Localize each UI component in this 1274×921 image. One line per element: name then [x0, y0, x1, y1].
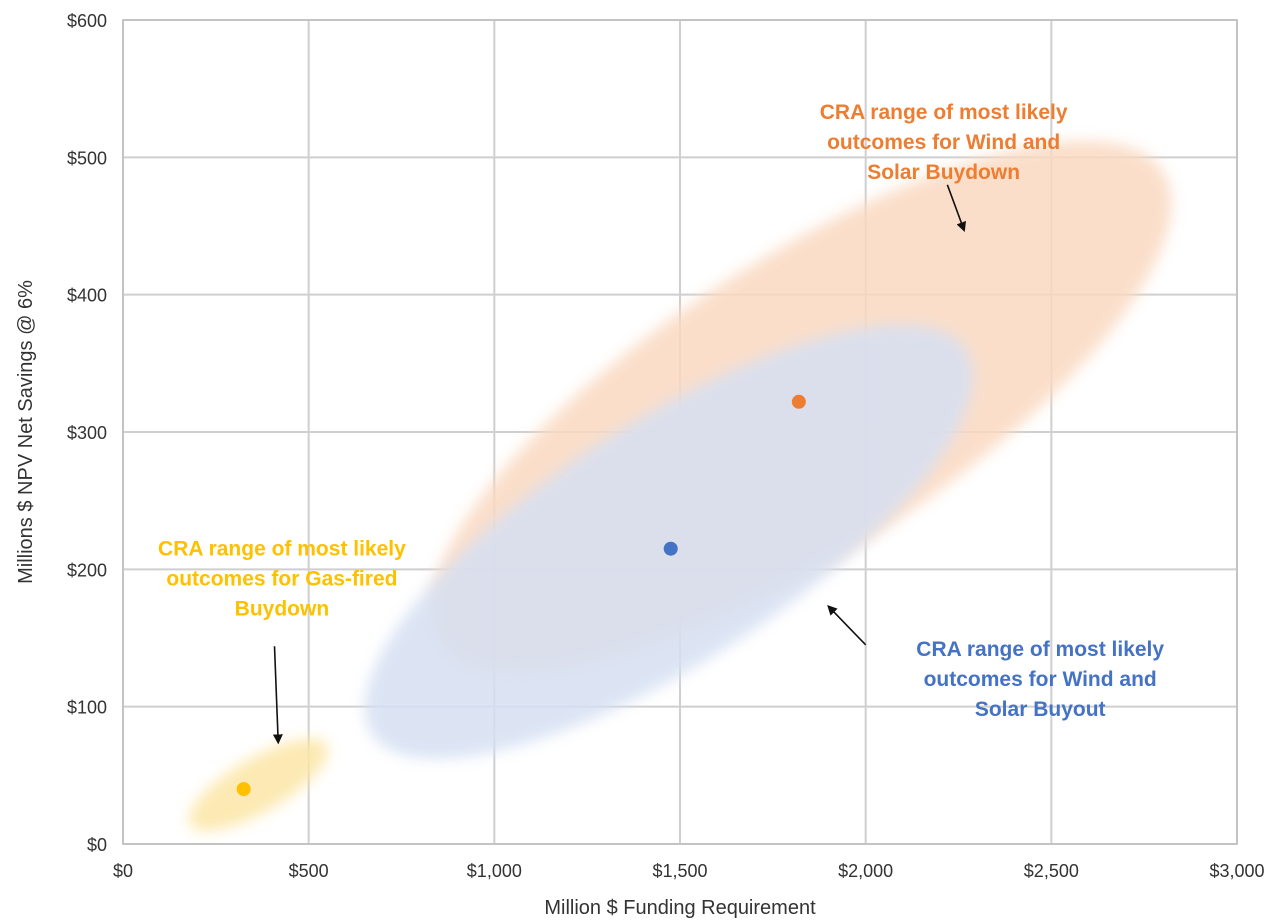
annotation-text: CRA range of most likely — [158, 538, 406, 561]
y-tick-label: $500 — [67, 148, 107, 168]
y-axis-title: Millions $ NPV Net Savings @ 6% — [15, 280, 37, 584]
y-tick-label: $600 — [67, 11, 107, 31]
x-tick-label: $1,000 — [467, 861, 522, 881]
plot-frame — [122, 19, 1238, 845]
annotation-text: outcomes for Wind and — [924, 668, 1157, 691]
annotation-text: CRA range of most likely — [820, 101, 1068, 124]
x-tick-label: $2,500 — [1024, 861, 1079, 881]
y-tick-label: $200 — [67, 560, 107, 580]
annotation-arrow — [827, 604, 867, 646]
plot-border — [122, 19, 1238, 845]
axis-ticks: $0 $500 $1,000 $1,500 $2,000 $2,500 $3,000 $0 $1… — [67, 11, 1265, 881]
range-regions — [188, 140, 1172, 832]
annotations: CRA range of most likely outcomes for Win… — [158, 101, 1164, 745]
range-ellipse — [188, 738, 329, 832]
y-tick-label: $0 — [87, 835, 107, 855]
y-tick-label: $400 — [67, 286, 107, 306]
annotation-arrow — [946, 184, 966, 232]
range-ellipse — [364, 324, 974, 760]
x-tick-label: $2,000 — [838, 861, 893, 881]
annotation-arrow — [272, 646, 283, 745]
data-point — [663, 541, 678, 556]
data-points — [236, 394, 806, 797]
annotation-text: outcomes for Wind and — [827, 131, 1060, 154]
data-point — [236, 782, 251, 797]
x-tick-label: $1,500 — [652, 861, 707, 881]
x-tick-label: $0 — [113, 861, 133, 881]
annotation-text: CRA range of most likely — [916, 638, 1164, 661]
y-tick-label: $300 — [67, 423, 107, 443]
annotation-text: Solar Buydown — [867, 161, 1020, 184]
annotation-text: Solar Buyout — [975, 698, 1106, 721]
data-point — [791, 394, 806, 409]
annotation-text: outcomes for Gas-fired — [166, 568, 397, 591]
x-tick-label: $500 — [289, 861, 329, 881]
annotation-text: Buydown — [235, 598, 330, 621]
x-tick-label: $3,000 — [1209, 861, 1264, 881]
x-axis-title: Million $ Funding Requirement — [544, 897, 816, 919]
y-tick-label: $100 — [67, 698, 107, 718]
